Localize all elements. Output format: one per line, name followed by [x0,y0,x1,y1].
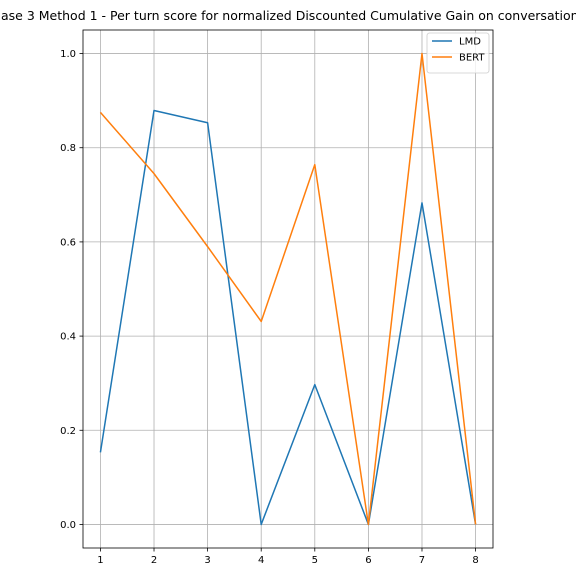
y-tick-label: 0.8 [60,143,76,154]
series-lines [99,52,477,526]
x-tick-label: 7 [419,555,425,566]
y-tick-label: 0.2 [60,426,76,437]
y-tick-label: 0.0 [60,520,76,531]
legend-box [426,32,490,74]
axis-ticks: 1 2 3 4 5 6 7 8 0.0 0.2 0.4 0.6 0.8 1.0 [60,49,479,566]
legend: LMD BERT [426,32,490,74]
plot-area-frame [82,29,494,549]
y-tick-label: 0.6 [60,237,76,248]
x-tick-label: 2 [151,555,157,566]
x-tick-label: 6 [365,555,371,566]
x-tick-label: 4 [258,555,264,566]
chart-title: Phase 3 Method 1 - Per turn score for no… [0,8,576,23]
series-line-bert [99,52,477,526]
grid [83,30,493,548]
legend-label-bert: BERT [459,53,485,64]
legend-label-lmd: LMD [459,37,481,48]
series-line-lmd [99,109,477,526]
x-tick-label: 3 [204,555,210,566]
x-tick-label: 8 [472,555,478,566]
x-tick-label: 1 [97,555,103,566]
y-tick-label: 1.0 [60,49,76,60]
y-tick-label: 0.4 [60,332,76,343]
x-tick-label: 5 [312,555,318,566]
